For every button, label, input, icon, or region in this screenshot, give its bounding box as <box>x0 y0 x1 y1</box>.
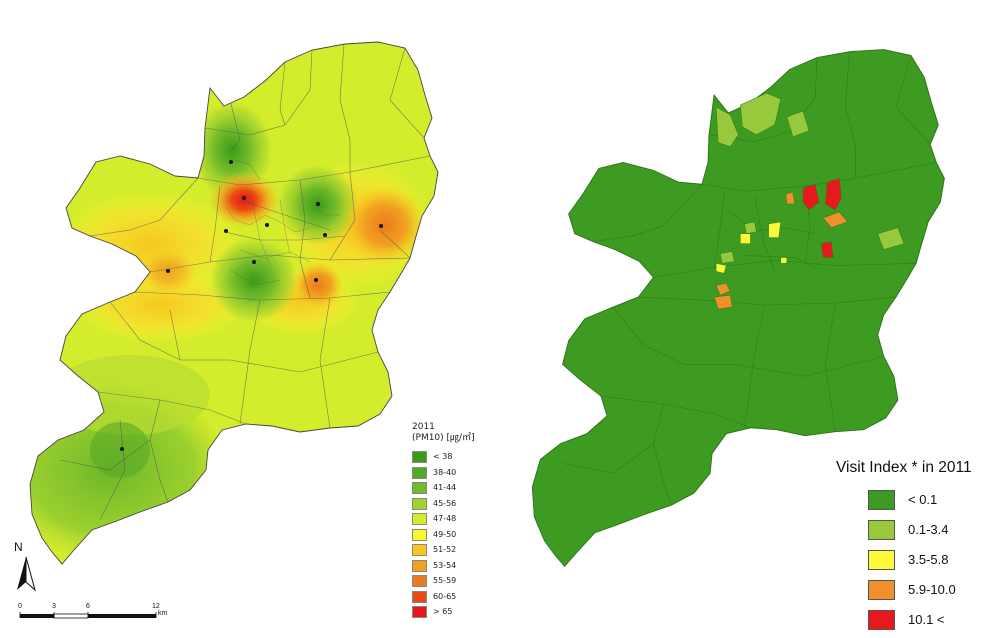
district-yellow <box>715 263 727 274</box>
visit-index-legend-swatch <box>868 580 895 600</box>
station-point <box>229 160 233 164</box>
district-orange <box>713 294 733 310</box>
pm10-legend-swatch <box>412 466 427 479</box>
visit-index-legend-label: 3.5-5.8 <box>908 552 949 567</box>
district-red <box>802 183 820 211</box>
pm10-legend-label: 49-50 <box>433 529 457 539</box>
district-yellow <box>768 221 782 238</box>
pm10-legend-year: 2011 <box>412 422 435 432</box>
pm10-legend-swatch <box>412 575 427 587</box>
station-point <box>323 233 327 237</box>
pm10-legend-swatch <box>412 497 427 510</box>
district-light-green <box>744 221 757 235</box>
visit-index-legend-label: 0.1-3.4 <box>908 522 949 537</box>
visit-index-map-boundary <box>531 49 945 568</box>
scale-bar <box>19 612 157 619</box>
visit-index-map <box>531 49 945 568</box>
station-point <box>120 447 124 451</box>
pm10-legend-label: 47-48 <box>433 514 457 523</box>
district-yellow <box>780 257 788 264</box>
pm10-legend-swatch <box>412 528 427 541</box>
station-point <box>265 223 269 227</box>
district-orange <box>785 191 796 205</box>
monitoring-stations <box>120 160 383 451</box>
pm10-legend-label: 45-56 <box>433 498 457 508</box>
pm10-legend-label: 41-44 <box>433 483 457 492</box>
scale-tick-label: 3 <box>52 603 56 610</box>
station-point <box>242 196 246 200</box>
station-point <box>166 269 170 273</box>
station-point <box>314 278 318 282</box>
pm10-legend-label: 60-65 <box>433 591 457 601</box>
pm10-interpolation-map <box>29 41 439 565</box>
visit-index-legend-swatch <box>868 520 895 540</box>
pm10-legend-label: 53-54 <box>433 560 457 570</box>
pm10-legend-label: 51-52 <box>433 545 457 554</box>
district-light-green <box>740 92 782 136</box>
pm10-legend-title: 2011 (PM10) [㎍/㎥] <box>412 422 475 444</box>
district-orange <box>715 282 731 296</box>
pm10-map-boundary <box>29 41 439 565</box>
district-light-green <box>715 106 739 147</box>
station-point <box>379 224 383 228</box>
station-point <box>252 260 256 264</box>
visit-index-legend-swatch <box>868 490 895 510</box>
visit-index-legend-swatch <box>868 550 895 570</box>
district-red <box>824 177 842 211</box>
district-orange <box>822 211 848 229</box>
district-light-green <box>719 251 735 264</box>
scale-tick-label: 12 <box>152 603 160 610</box>
scale-tick-label: 6 <box>86 603 90 610</box>
pm10-legend-label: 38-40 <box>433 467 457 477</box>
scale-unit-label: km <box>158 610 168 617</box>
north-arrow-icon <box>17 556 36 592</box>
visit-index-legend-label: 10.1 < <box>908 612 945 627</box>
station-point <box>316 202 320 206</box>
district-yellow <box>740 233 751 244</box>
pm10-legend-unit: (PM10) [㎍/㎥] <box>412 433 475 443</box>
visit-index-legend-label: < 0.1 <box>908 492 938 507</box>
pm10-legend-swatch <box>412 513 427 525</box>
scale-tick-label: 0 <box>18 603 22 610</box>
visit-index-legend-swatch <box>868 610 895 630</box>
pm10-legend-swatch <box>412 482 427 494</box>
pm10-legend-swatch <box>412 451 427 463</box>
pm10-legend-label: > 65 <box>433 607 453 616</box>
pm10-legend-swatch <box>412 606 427 618</box>
district-light-green <box>786 110 810 138</box>
pm10-legend-label: 55-59 <box>433 576 457 585</box>
pm10-legend-swatch <box>412 544 427 556</box>
station-point <box>224 229 228 233</box>
pm10-legend-swatch <box>412 559 427 572</box>
pm10-legend-swatch <box>412 590 427 603</box>
visit-index-legend-title: Visit Index * in 2011 <box>836 459 972 476</box>
district-light-green <box>877 227 905 250</box>
visit-index-legend-label: 5.9-10.0 <box>908 582 956 597</box>
district-red <box>820 241 834 258</box>
pm10-legend-label: < 38 <box>433 452 453 461</box>
north-label: N <box>14 540 23 554</box>
